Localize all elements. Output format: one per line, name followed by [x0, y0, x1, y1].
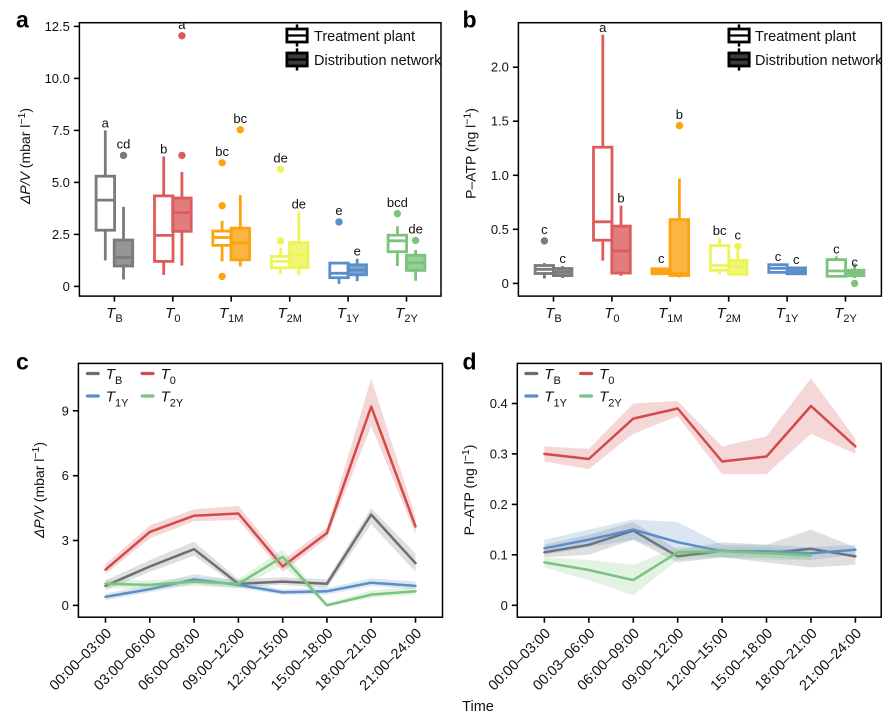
svg-text:0.4: 0.4: [490, 396, 508, 411]
svg-text:ΔP/V (mbar l−1): ΔP/V (mbar l−1): [30, 442, 47, 539]
svg-text:a: a: [16, 7, 29, 33]
svg-text:T0: T0: [161, 366, 176, 387]
svg-text:Time: Time: [462, 699, 494, 715]
svg-text:Distribution network: Distribution network: [755, 53, 883, 69]
svg-text:b: b: [160, 141, 167, 156]
svg-text:0.2: 0.2: [490, 497, 508, 512]
svg-text:c: c: [541, 222, 548, 237]
svg-text:Treatment plant: Treatment plant: [755, 29, 856, 45]
svg-text:T1M: T1M: [658, 305, 682, 325]
svg-text:1.5: 1.5: [491, 114, 509, 129]
svg-text:T1M: T1M: [219, 305, 243, 325]
svg-text:0: 0: [501, 598, 508, 613]
svg-text:TB: TB: [545, 305, 562, 325]
svg-text:T2Y: T2Y: [834, 305, 857, 325]
svg-text:TB: TB: [544, 366, 561, 387]
svg-text:10.0: 10.0: [45, 71, 70, 86]
svg-text:c: c: [735, 228, 742, 243]
svg-text:T0: T0: [604, 305, 619, 325]
svg-text:3: 3: [62, 533, 69, 548]
svg-text:T1Y: T1Y: [776, 305, 799, 325]
svg-text:6: 6: [62, 468, 69, 483]
svg-text:9: 9: [62, 403, 69, 418]
svg-text:7.5: 7.5: [52, 123, 70, 138]
svg-text:T2Y: T2Y: [161, 389, 184, 410]
svg-text:T1Y: T1Y: [544, 389, 567, 410]
svg-text:2.0: 2.0: [491, 60, 509, 75]
svg-text:T1Y: T1Y: [106, 389, 129, 410]
svg-text:c: c: [658, 251, 665, 266]
svg-text:2.5: 2.5: [52, 227, 70, 242]
svg-text:de: de: [273, 151, 287, 166]
svg-text:ΔP/V (mbar l−1): ΔP/V (mbar l−1): [16, 108, 33, 205]
svg-text:0: 0: [62, 598, 69, 613]
svg-text:a: a: [102, 115, 110, 130]
svg-text:c: c: [559, 251, 566, 266]
svg-text:0: 0: [63, 279, 70, 294]
svg-text:TB: TB: [106, 305, 123, 325]
svg-text:de: de: [408, 222, 422, 237]
svg-text:5.0: 5.0: [52, 175, 70, 190]
svg-text:e: e: [354, 244, 361, 259]
svg-text:P–ATP (ng l−1): P–ATP (ng l−1): [460, 445, 477, 536]
svg-text:T2M: T2M: [716, 305, 740, 325]
svg-text:0.1: 0.1: [490, 547, 508, 562]
svg-text:T2Y: T2Y: [395, 305, 418, 325]
svg-text:c: c: [775, 249, 782, 264]
svg-text:bc: bc: [713, 223, 727, 238]
svg-text:1.0: 1.0: [491, 168, 509, 183]
svg-text:a: a: [599, 20, 607, 35]
svg-text:TB: TB: [106, 366, 123, 387]
svg-text:cd: cd: [117, 137, 131, 152]
svg-text:0: 0: [502, 276, 509, 291]
svg-text:0.3: 0.3: [490, 446, 508, 461]
svg-text:T0: T0: [599, 366, 614, 387]
svg-text:b: b: [463, 7, 477, 33]
svg-text:c: c: [16, 349, 29, 375]
svg-text:T2M: T2M: [277, 305, 301, 325]
svg-text:Treatment plant: Treatment plant: [314, 29, 415, 45]
svg-text:c: c: [833, 241, 840, 256]
svg-text:de: de: [292, 196, 306, 211]
svg-text:Distribution network: Distribution network: [314, 53, 442, 69]
svg-text:bc: bc: [215, 144, 229, 159]
svg-text:a: a: [178, 17, 186, 32]
svg-text:c: c: [851, 255, 858, 270]
svg-text:T0: T0: [165, 305, 180, 325]
svg-text:b: b: [617, 191, 624, 206]
svg-text:0.5: 0.5: [491, 222, 509, 237]
svg-text:12.5: 12.5: [45, 19, 70, 34]
svg-text:c: c: [793, 252, 800, 267]
svg-text:d: d: [463, 349, 477, 375]
svg-text:e: e: [335, 203, 342, 218]
svg-text:bcd: bcd: [387, 195, 408, 210]
svg-text:P–ATP (ng l−1): P–ATP (ng l−1): [462, 108, 479, 199]
svg-text:T2Y: T2Y: [599, 389, 622, 410]
svg-text:bc: bc: [233, 111, 247, 126]
svg-text:T1Y: T1Y: [337, 305, 360, 325]
svg-text:b: b: [676, 107, 683, 122]
